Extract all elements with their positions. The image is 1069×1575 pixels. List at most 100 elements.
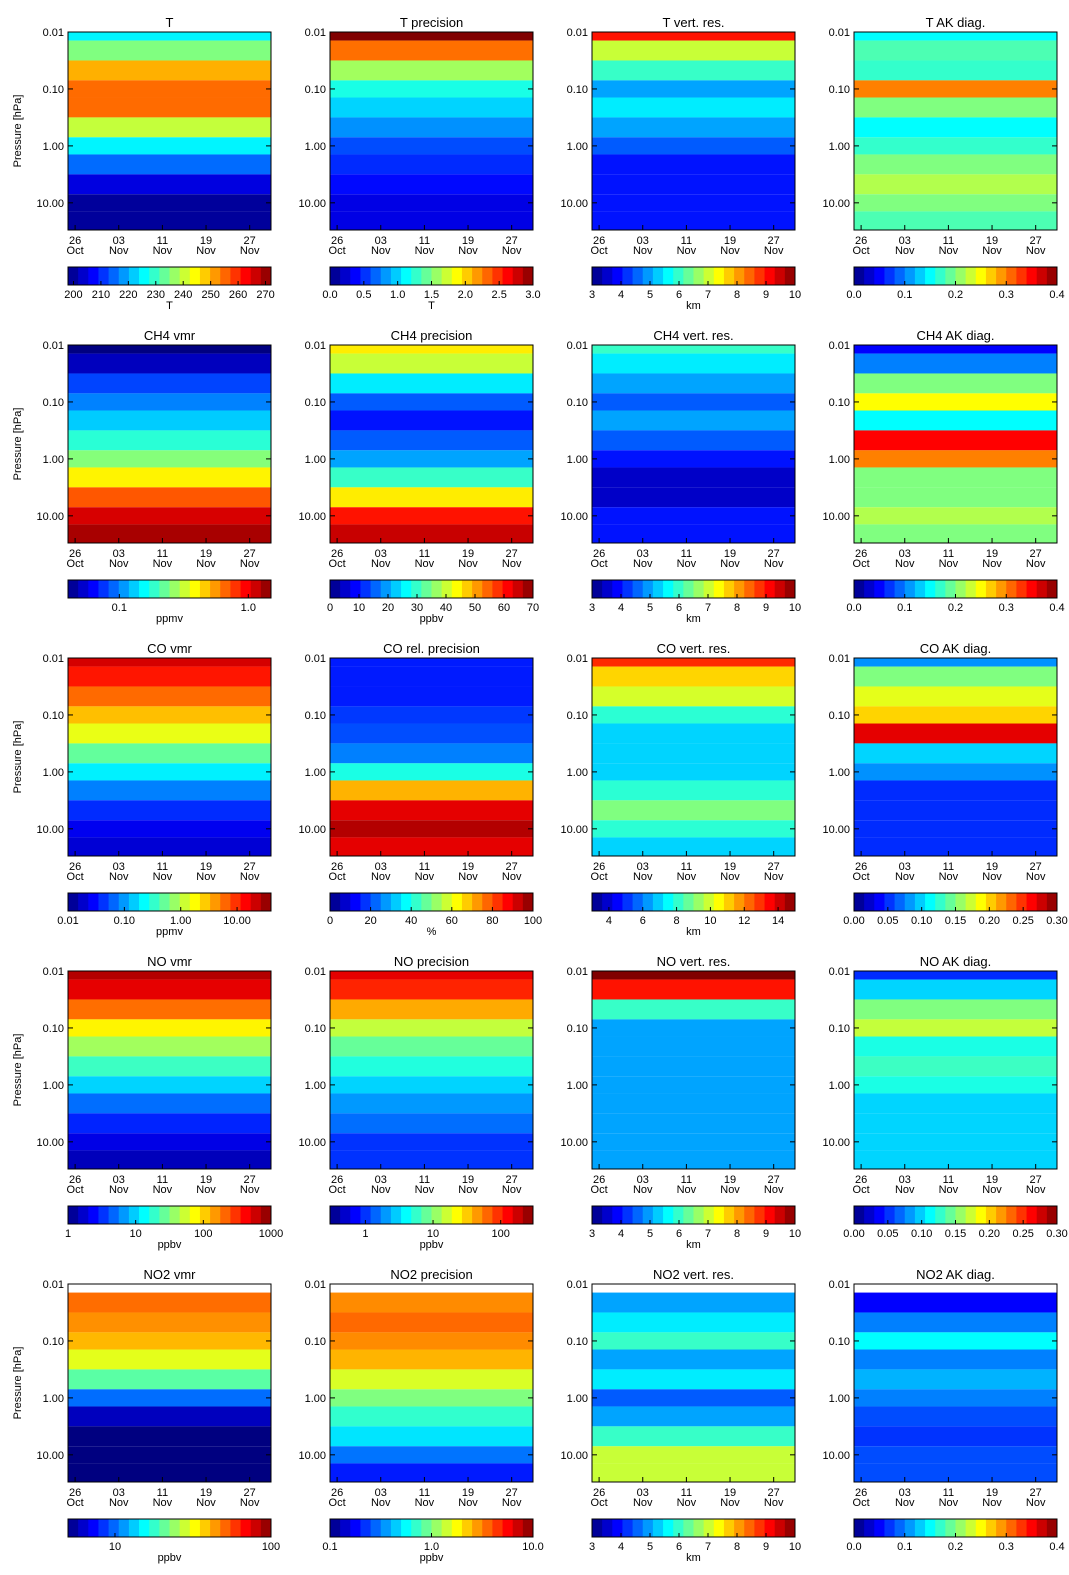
y-tick-label: 10.00 xyxy=(560,1450,588,1462)
y-axis-label: Pressure [hPa] xyxy=(12,95,24,168)
colorbar-tick-label: 0 xyxy=(327,915,333,927)
heat-cell xyxy=(854,40,1057,61)
colorbar-step xyxy=(98,1206,110,1224)
y-tick-label: 0.01 xyxy=(829,27,850,39)
heat-cell xyxy=(330,467,533,488)
colorbar-step xyxy=(1046,267,1058,285)
colorbar-step xyxy=(118,893,130,911)
colorbar-step xyxy=(1046,1206,1058,1224)
colorbar-step xyxy=(330,1206,341,1224)
colorbar-tick-label: 30 xyxy=(411,602,423,614)
heat-cell xyxy=(330,194,533,212)
y-tick-label: 0.01 xyxy=(567,27,588,39)
colorbar-tick-label: 0.0 xyxy=(846,289,861,301)
x-tick-label: Nov xyxy=(764,871,784,883)
colorbar-step xyxy=(370,267,382,285)
colorbar-step xyxy=(602,893,613,911)
colorbar-tick-label: 10 xyxy=(130,1228,142,1240)
colorbar-step xyxy=(492,1206,504,1224)
heat-cell xyxy=(68,800,271,821)
colorbar-step xyxy=(118,1519,130,1537)
colorbar-tick-label: 3 xyxy=(589,289,595,301)
colorbar-step xyxy=(472,1206,483,1224)
x-tick-label: 19 xyxy=(462,1487,474,1499)
heat-cell xyxy=(592,1369,795,1390)
colorbar-step xyxy=(1016,267,1028,285)
colorbar-step xyxy=(663,1519,674,1537)
colorbar-step xyxy=(703,1206,715,1224)
colorbar-label: ppbv xyxy=(420,1552,444,1564)
heat-cell xyxy=(330,1076,533,1094)
heat-cell xyxy=(68,154,271,175)
colorbar-label: ppmv xyxy=(156,613,183,625)
colorbar-tick-label: 10 xyxy=(109,1541,121,1553)
x-tick-label: 19 xyxy=(724,1487,736,1499)
colorbar-step xyxy=(1026,1519,1038,1537)
heat-cell xyxy=(592,1349,795,1370)
x-tick-label: 11 xyxy=(943,1174,954,1186)
colorbar-step xyxy=(894,893,906,911)
colorbar-step xyxy=(774,1519,786,1537)
colorbar-step xyxy=(169,1206,181,1224)
colorbar-step xyxy=(955,1519,967,1537)
heat-cell xyxy=(854,373,1057,394)
x-tick-label: 26 xyxy=(69,861,81,873)
x-tick-label: Nov xyxy=(153,1184,173,1196)
colorbar-tick-label: 60 xyxy=(498,602,510,614)
colorbar-step xyxy=(421,580,432,598)
colorbar-step xyxy=(149,267,160,285)
colorbar-step xyxy=(914,1206,926,1224)
colorbar-tick-label: 40 xyxy=(440,602,452,614)
colorbar-step xyxy=(512,580,524,598)
colorbar-step xyxy=(592,1206,603,1224)
colorbar-tick-label: 2.0 xyxy=(458,289,473,301)
panel: CO vmr 0.01 0.10 1.00 10.00 Pressure [hPa] 26O… xyxy=(12,641,272,938)
x-tick-label: Nov xyxy=(720,1497,740,1509)
colorbar-step xyxy=(411,267,422,285)
colorbar-step xyxy=(250,267,262,285)
x-tick-label: 11 xyxy=(943,861,954,873)
x-tick-label: 26 xyxy=(331,1487,343,1499)
x-tick-label: Nov xyxy=(153,558,173,570)
x-tick-label: Nov xyxy=(502,1184,522,1196)
colorbar-tick-label: 9 xyxy=(763,1541,769,1553)
y-tick-label: 0.10 xyxy=(43,84,64,96)
x-tick-label: 27 xyxy=(244,235,256,247)
y-tick-label: 1.00 xyxy=(43,1080,64,1092)
x-tick-label: 27 xyxy=(1030,548,1042,560)
colorbar-tick-label: 7 xyxy=(705,602,711,614)
colorbar-step xyxy=(1046,1519,1058,1537)
heat-cell xyxy=(68,1113,271,1134)
colorbar-step xyxy=(159,893,170,911)
x-tick-label: Oct xyxy=(329,1184,346,1196)
x-tick-label: 19 xyxy=(724,1174,736,1186)
heat-cell xyxy=(592,658,795,667)
colorbar-step xyxy=(230,1206,242,1224)
heat-cell xyxy=(68,345,271,354)
y-axis-label: Pressure [hPa] xyxy=(12,1034,24,1107)
x-tick-label: 19 xyxy=(986,548,998,560)
colorbar-step xyxy=(1006,893,1017,911)
colorbar-label: km xyxy=(686,1239,701,1251)
colorbar-label: km xyxy=(686,926,701,938)
colorbar-step xyxy=(149,893,160,911)
colorbar-tick-label: 4 xyxy=(606,915,612,927)
colorbar-tick-label: 1 xyxy=(65,1228,71,1240)
colorbar-step xyxy=(421,1519,432,1537)
x-tick-label: Nov xyxy=(764,245,784,257)
plot-frame xyxy=(329,344,534,544)
panel-title: CO vert. res. xyxy=(657,641,731,656)
heat-cell xyxy=(592,467,795,488)
colorbar-step xyxy=(88,1519,99,1537)
x-tick-label: 27 xyxy=(506,1174,518,1186)
x-tick-label: 11 xyxy=(681,548,692,560)
colorbar-tick-label: 100 xyxy=(262,1541,280,1553)
heat-cell xyxy=(330,373,533,394)
colorbar-step xyxy=(632,580,644,598)
colorbar-step xyxy=(512,893,524,911)
heat-cell xyxy=(854,1349,1057,1370)
x-tick-label: 03 xyxy=(899,548,911,560)
colorbar-step xyxy=(874,1519,885,1537)
colorbar-step xyxy=(925,1206,936,1224)
heat-cell xyxy=(330,393,533,411)
